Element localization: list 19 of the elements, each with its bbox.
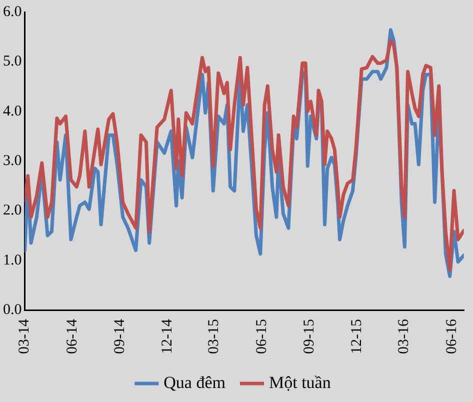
x-tick-label: 06-14 (64, 318, 80, 354)
x-tick-label: 03-15 (206, 319, 222, 354)
y-tick-label: 2.0 (3, 202, 22, 219)
x-tick-label: 12-14 (159, 318, 176, 354)
x-tick-label: 09-15 (302, 319, 318, 354)
x-tick-label: 06-16 (444, 318, 460, 354)
legend-label: Một tuần (268, 372, 332, 392)
x-tick-label: 06-15 (254, 319, 270, 354)
y-tick-label: 0.0 (3, 302, 22, 318)
legend-label: Qua đêm (164, 372, 226, 392)
y-tick-label: 1.0 (3, 252, 22, 268)
x-tick-label: 09-14 (112, 318, 128, 354)
x-tick-label: 03-14 (16, 318, 33, 354)
x-tick-label: 03-16 (396, 318, 412, 354)
y-tick-label: 5.0 (3, 54, 22, 70)
y-tick-label: 6.0 (3, 4, 22, 20)
y-tick-label: 3.0 (3, 152, 22, 169)
y-tick-label: 4.0 (3, 103, 22, 120)
x-tick-label: 12-15 (348, 319, 365, 354)
